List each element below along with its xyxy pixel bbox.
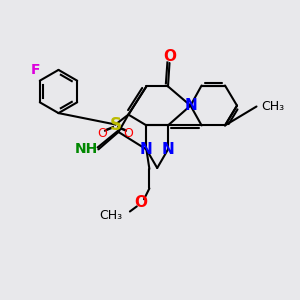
- Text: O: O: [163, 50, 176, 64]
- Text: F: F: [31, 63, 40, 77]
- Text: S: S: [110, 116, 122, 134]
- Text: O: O: [124, 127, 133, 140]
- Text: CH₃: CH₃: [261, 100, 284, 113]
- Text: N: N: [184, 98, 197, 113]
- Text: N: N: [162, 142, 174, 157]
- Text: N: N: [140, 142, 153, 157]
- Text: O: O: [98, 127, 107, 140]
- Text: NH: NH: [75, 142, 98, 156]
- Text: CH₃: CH₃: [99, 209, 122, 222]
- Text: O: O: [134, 195, 147, 210]
